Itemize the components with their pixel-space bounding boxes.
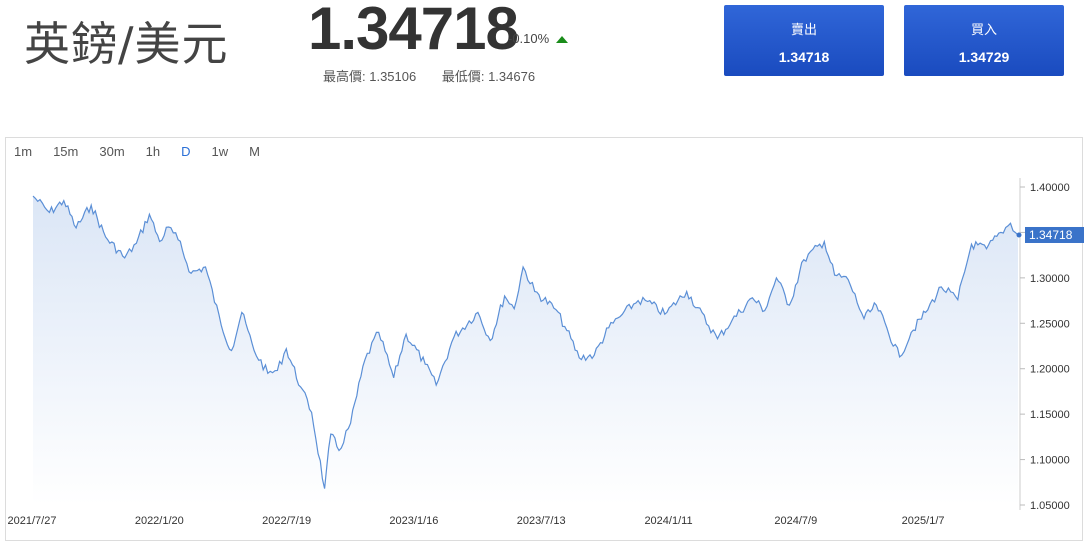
timeframe-D[interactable]: D xyxy=(181,144,191,159)
sell-button[interactable]: 賣出 1.34718 xyxy=(724,5,884,76)
price-area-fill xyxy=(33,196,1018,505)
timeframe-30m[interactable]: 30m xyxy=(99,144,125,159)
low-price: 最低價: 1.34676 xyxy=(441,69,536,84)
x-tick-label: 2022/1/20 xyxy=(135,515,184,527)
y-tick-label: 1.05000 xyxy=(1030,500,1070,512)
currency-pair-title: 英鎊/美元 xyxy=(24,17,229,71)
price-change-percent: -0.10% xyxy=(508,31,550,46)
y-tick-label: 1.15000 xyxy=(1030,409,1070,421)
x-tick-label: 2021/7/27 xyxy=(8,515,57,527)
current-price-dot xyxy=(1016,232,1022,238)
high-price: 最高價: 1.35106 xyxy=(323,69,417,84)
y-tick-label: 1.25000 xyxy=(1030,318,1070,330)
price-line xyxy=(32,195,1019,489)
timeframe-1m[interactable]: 1m xyxy=(14,144,33,159)
buy-price: 1.34729 xyxy=(958,49,1010,65)
buy-button[interactable]: 買入 1.34729 xyxy=(904,5,1064,76)
high-low-row: 最高價: 1.35106 最低價: 1.34676 xyxy=(323,66,557,85)
up-arrow-icon xyxy=(556,36,568,43)
timeframe-1w[interactable]: 1w xyxy=(211,144,229,159)
timeframe-15m[interactable]: 15m xyxy=(53,144,79,159)
chart-panel xyxy=(5,137,1083,541)
buy-label: 買入 xyxy=(970,22,997,37)
x-tick-label: 2023/1/16 xyxy=(389,515,438,527)
y-tick-label: 1.40000 xyxy=(1030,182,1070,194)
x-tick-label: 2023/7/13 xyxy=(517,515,566,527)
x-tick-label: 2024/1/11 xyxy=(644,515,692,527)
y-tick-label: 1.30000 xyxy=(1030,273,1070,285)
x-tick-label: 2022/7/19 xyxy=(262,515,311,527)
timeframe-1h[interactable]: 1h xyxy=(145,144,161,159)
sell-price: 1.34718 xyxy=(778,49,830,65)
timeframe-M[interactable]: M xyxy=(249,144,260,159)
y-tick-label: 1.10000 xyxy=(1030,455,1070,467)
current-price-label-box xyxy=(1025,226,1084,243)
x-tick-label: 2024/7/9 xyxy=(774,515,817,527)
x-tick-label: 2025/1/7 xyxy=(902,515,945,527)
sell-label: 賣出 xyxy=(790,22,817,37)
current-price-label: 1.34718 xyxy=(1029,228,1073,242)
y-tick-label: 1.20000 xyxy=(1030,364,1070,376)
timeframe-selector: 1m 15m 30m 1h D 1w M xyxy=(14,144,281,159)
current-price: 1.34718 xyxy=(308,0,519,62)
